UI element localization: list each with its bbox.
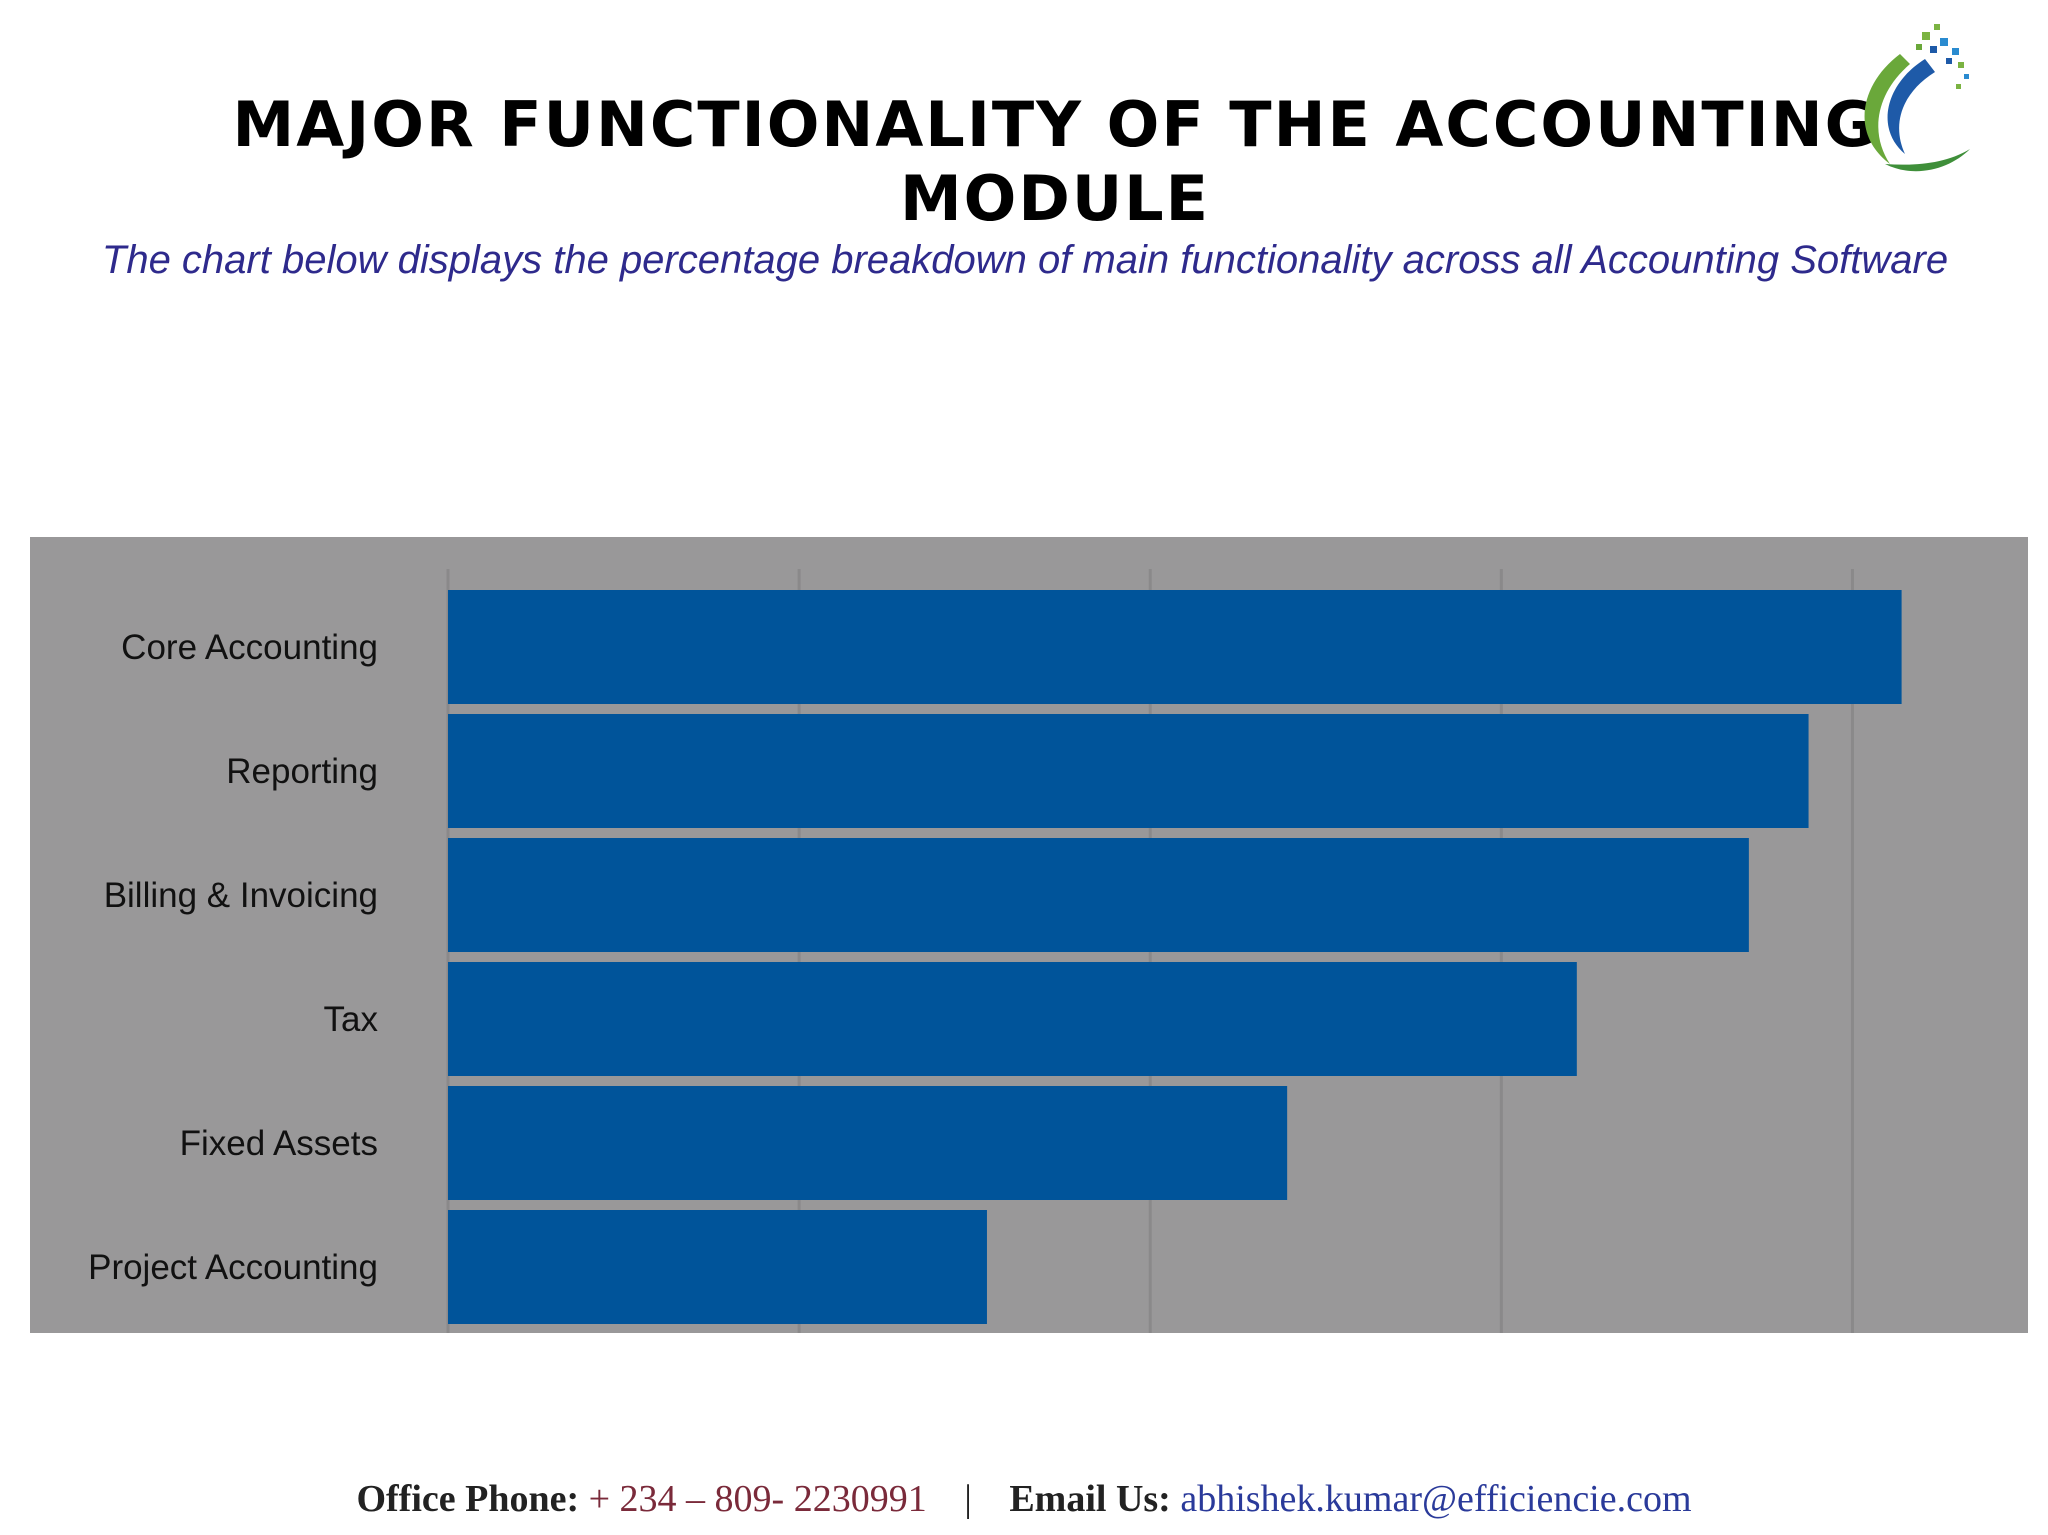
bar [448, 838, 1749, 952]
phone-label: Office Phone: [356, 1478, 580, 1520]
footer-separator: | [964, 1478, 972, 1520]
swoosh-logo-icon [1830, 14, 1980, 174]
category-label: Tax [324, 1000, 379, 1039]
email-link[interactable]: abhishek.kumar@efficiencie.com [1180, 1478, 1692, 1520]
bar-chart: Core Accounting Reporting Billing & Invoic… [88, 569, 1902, 1333]
category-label: Reporting [226, 752, 378, 791]
bar [448, 962, 1577, 1076]
bar [448, 1210, 987, 1324]
page-subtitle: The chart below displays the percentage … [101, 238, 1949, 282]
email-label: Email Us: [1009, 1478, 1171, 1520]
office-phone: + 234 – 809- 2230991 [588, 1478, 927, 1520]
category-label: Billing & Invoicing [104, 876, 378, 915]
bar-chart-panel: Core Accounting Reporting Billing & Invoic… [30, 537, 2028, 1333]
bar [448, 1086, 1288, 1200]
bar [448, 714, 1809, 828]
category-label: Project Accounting [88, 1248, 378, 1287]
category-label: Core Accounting [121, 628, 378, 667]
bar [448, 590, 1902, 704]
contact-footer: Office Phone: + 234 – 809- 2230991 | Ema… [0, 1476, 2048, 1522]
category-label: Fixed Assets [180, 1124, 378, 1163]
page-title: MAJOR FUNCTIONALITY OF THE ACCOUNTING MO… [232, 88, 1878, 235]
